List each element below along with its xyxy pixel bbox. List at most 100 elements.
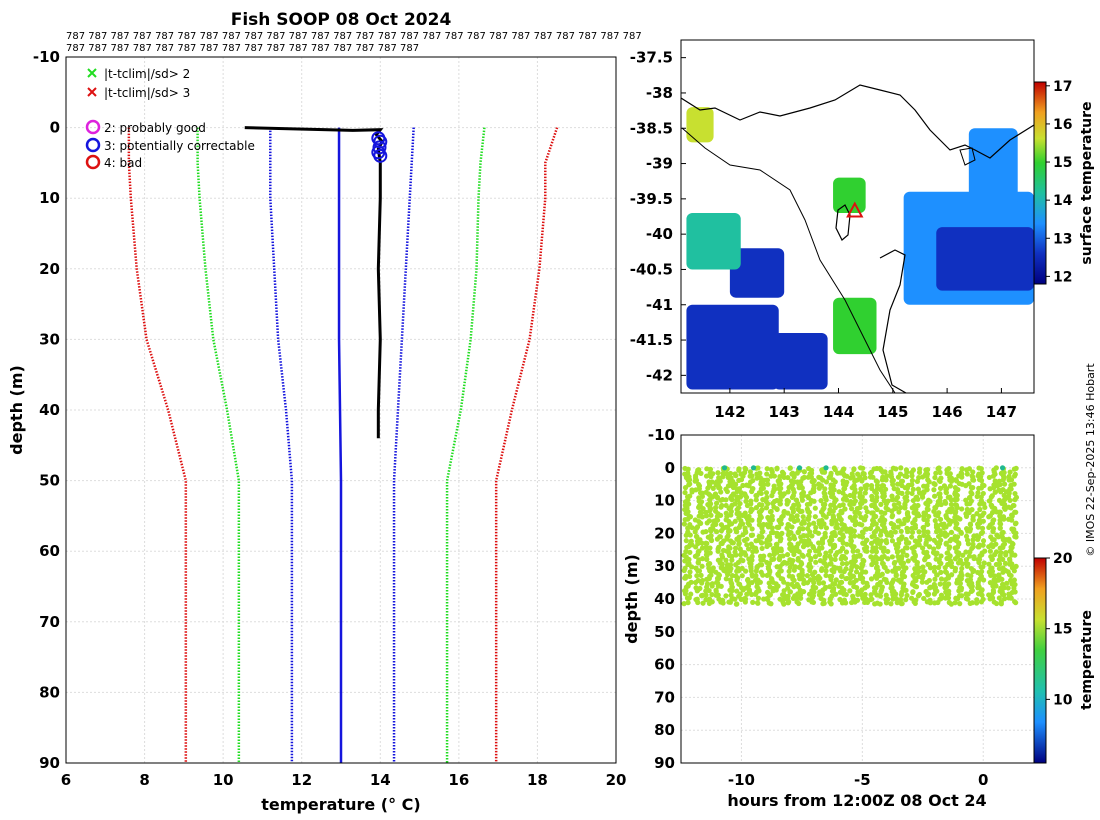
data-point	[809, 533, 815, 539]
data-point	[920, 564, 926, 570]
red-circle-icon	[85, 154, 101, 170]
series-climatology-mean	[337, 127, 343, 763]
data-point	[869, 510, 875, 516]
data-point	[764, 471, 770, 477]
data-point	[695, 599, 701, 606]
data-point	[808, 470, 815, 476]
data-point	[872, 601, 878, 607]
temperature-colorbar-tick-label: 15	[1053, 622, 1072, 638]
data-point	[931, 487, 937, 493]
data-point	[935, 533, 942, 540]
data-point	[693, 544, 699, 550]
blue-circle-icon	[85, 137, 101, 153]
scatter-x-label: hours from 12:00Z 08 Oct 24	[727, 791, 986, 810]
data-point	[877, 579, 884, 585]
data-point	[991, 599, 997, 605]
data-point	[777, 538, 783, 544]
credit-text: © IMOS 22-Sep-2025 13:46 Hobart	[1084, 363, 1097, 557]
data-point	[902, 501, 908, 507]
data-point	[805, 474, 811, 480]
data-point	[1001, 592, 1007, 598]
data-point	[812, 554, 819, 560]
data-point	[685, 516, 691, 522]
data-point	[955, 596, 961, 602]
data-point	[733, 473, 739, 479]
data-point	[727, 562, 734, 568]
data-point	[745, 546, 752, 552]
data-point	[718, 489, 724, 495]
data-point	[737, 591, 743, 597]
data-point	[857, 500, 864, 506]
data-point	[978, 485, 984, 491]
data-point	[838, 517, 844, 523]
data-point	[832, 556, 838, 563]
data-point	[681, 552, 687, 558]
profile-y-label: depth (m)	[7, 365, 26, 455]
data-point	[764, 543, 770, 550]
data-point	[695, 559, 701, 565]
data-point	[742, 528, 748, 534]
data-point	[915, 593, 922, 599]
data-point	[805, 516, 812, 522]
data-point	[1012, 589, 1018, 595]
data-point	[851, 528, 857, 534]
data-point	[948, 501, 954, 508]
sst-region	[936, 227, 1034, 291]
data-point	[836, 489, 842, 495]
data-point	[963, 549, 969, 555]
data-point	[988, 572, 994, 579]
data-point	[696, 504, 702, 510]
data-point	[727, 545, 733, 551]
data-point	[873, 478, 879, 484]
data-point	[877, 572, 883, 579]
data-point	[867, 525, 874, 532]
data-point	[801, 469, 807, 475]
data-point	[816, 540, 822, 546]
data-point	[926, 513, 932, 520]
data-point	[920, 568, 926, 574]
data-point	[704, 552, 710, 558]
data-point	[785, 489, 791, 495]
data-point	[919, 494, 926, 500]
data-point	[931, 591, 938, 597]
y-tick-label: 90	[654, 754, 675, 772]
temperature-colorbar-tick-label: 10	[1053, 692, 1073, 708]
data-point	[885, 556, 891, 562]
data-point	[938, 501, 944, 508]
data-point	[728, 512, 734, 518]
data-point	[862, 591, 868, 597]
data-point	[869, 596, 875, 602]
data-point	[777, 563, 783, 570]
data-point	[694, 524, 701, 530]
data-point	[741, 470, 748, 476]
data-point	[734, 601, 740, 607]
data-point	[946, 591, 952, 597]
data-point	[743, 498, 749, 504]
data-point	[794, 599, 800, 605]
data-point	[774, 533, 780, 539]
data-point	[829, 588, 836, 594]
data-point	[965, 572, 971, 578]
data-point	[952, 568, 958, 574]
data-point	[837, 568, 843, 574]
data-point	[883, 600, 890, 606]
data-point	[704, 466, 710, 472]
data-point	[733, 552, 739, 558]
data-point	[958, 530, 965, 536]
data-point	[724, 571, 731, 578]
sst-region	[729, 248, 785, 298]
data-point	[860, 579, 866, 585]
data-point	[729, 497, 735, 503]
data-point	[826, 510, 832, 517]
data-point	[807, 501, 813, 507]
data-point	[734, 488, 740, 495]
data-point	[816, 485, 822, 491]
y-tick-label: 10	[39, 189, 60, 207]
data-point	[744, 591, 750, 597]
data-point	[912, 544, 918, 550]
data-point	[813, 559, 819, 565]
data-point-outlier	[999, 465, 1006, 471]
data-point	[704, 520, 710, 526]
data-point	[1011, 568, 1017, 574]
